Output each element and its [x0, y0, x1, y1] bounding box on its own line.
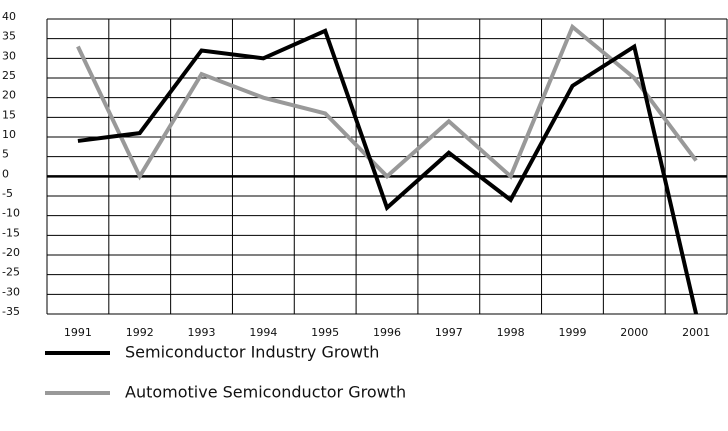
y-tick-label: 35 [2, 30, 16, 43]
y-tick-label: -10 [2, 207, 20, 220]
series-line [76, 23, 698, 181]
y-tick-label: 10 [2, 128, 16, 141]
y-tick-label: 5 [2, 148, 9, 161]
x-tick-label: 1994 [249, 326, 277, 339]
x-tick-label: 1993 [188, 326, 216, 339]
y-tick-label: 20 [2, 89, 16, 102]
y-tick-label: 40 [2, 10, 16, 23]
x-tick-label: 1998 [497, 326, 525, 339]
y-tick-label: -15 [2, 226, 20, 239]
y-tick-label: -5 [2, 187, 13, 200]
y-tick-label: -25 [2, 266, 20, 279]
y-tick-label: 15 [2, 108, 16, 121]
x-tick-label: 2001 [682, 326, 710, 339]
y-tick-label: 25 [2, 69, 16, 82]
series-line [77, 28, 699, 315]
y-tick-label: -35 [2, 305, 20, 318]
legend-label: Semiconductor Industry Growth [125, 343, 379, 362]
x-tick-label: 1997 [435, 326, 463, 339]
y-tick-label: 30 [2, 49, 16, 62]
y-tick-label: 0 [2, 167, 9, 180]
x-tick-label: 1991 [64, 326, 92, 339]
x-tick-label: 1999 [558, 326, 586, 339]
x-tick-label: 1992 [126, 326, 154, 339]
x-tick-label: 1996 [373, 326, 401, 339]
x-tick-label: 1995 [311, 326, 339, 339]
y-tick-label: -30 [2, 285, 20, 298]
y-tick-label: -20 [2, 246, 20, 259]
legend-label: Automotive Semiconductor Growth [125, 383, 406, 402]
x-tick-label: 2000 [620, 326, 648, 339]
